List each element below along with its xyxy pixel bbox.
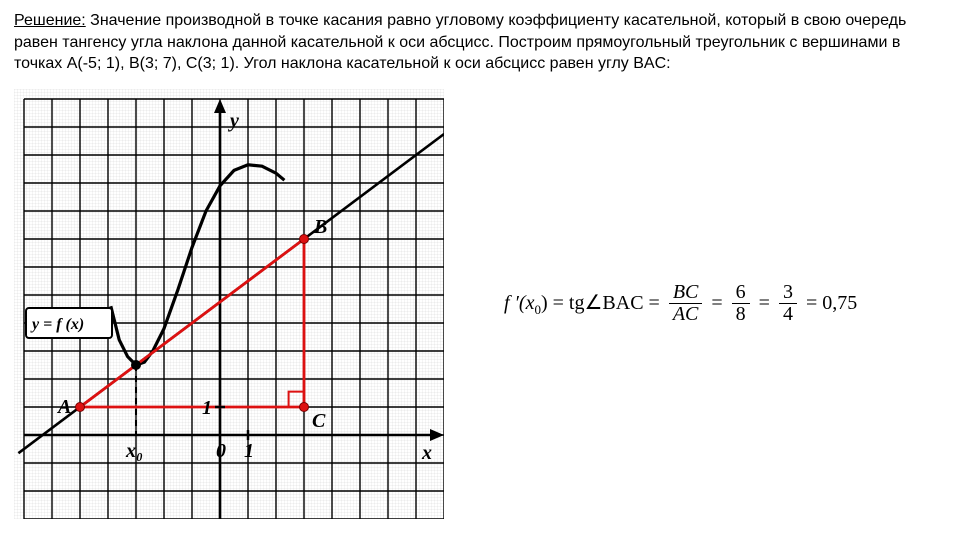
svg-text:y: y [228, 110, 239, 132]
svg-text:x: x [421, 442, 432, 464]
svg-text:1: 1 [244, 440, 254, 462]
solution-label: Решение: [14, 12, 86, 29]
solution-text: Решение: Значение производной в точке ка… [14, 10, 946, 75]
svg-text:x₀: x₀ [125, 440, 143, 462]
derivative-chart: y = f (x) A B Cy x 01 1 x₀ [14, 89, 444, 519]
svg-text:C: C [312, 410, 326, 432]
solution-body: Значение производной в точке касания рав… [14, 12, 906, 72]
svg-text:y = f (x): y = f (x) [30, 316, 84, 333]
svg-text:0: 0 [216, 440, 226, 462]
derivative-formula: f ′(x0) = tg∠BAC = BCAC = 68 = 34 = 0,75 [504, 282, 857, 325]
svg-text:B: B [313, 216, 327, 238]
svg-text:1: 1 [202, 397, 212, 419]
svg-text:A: A [56, 396, 71, 418]
